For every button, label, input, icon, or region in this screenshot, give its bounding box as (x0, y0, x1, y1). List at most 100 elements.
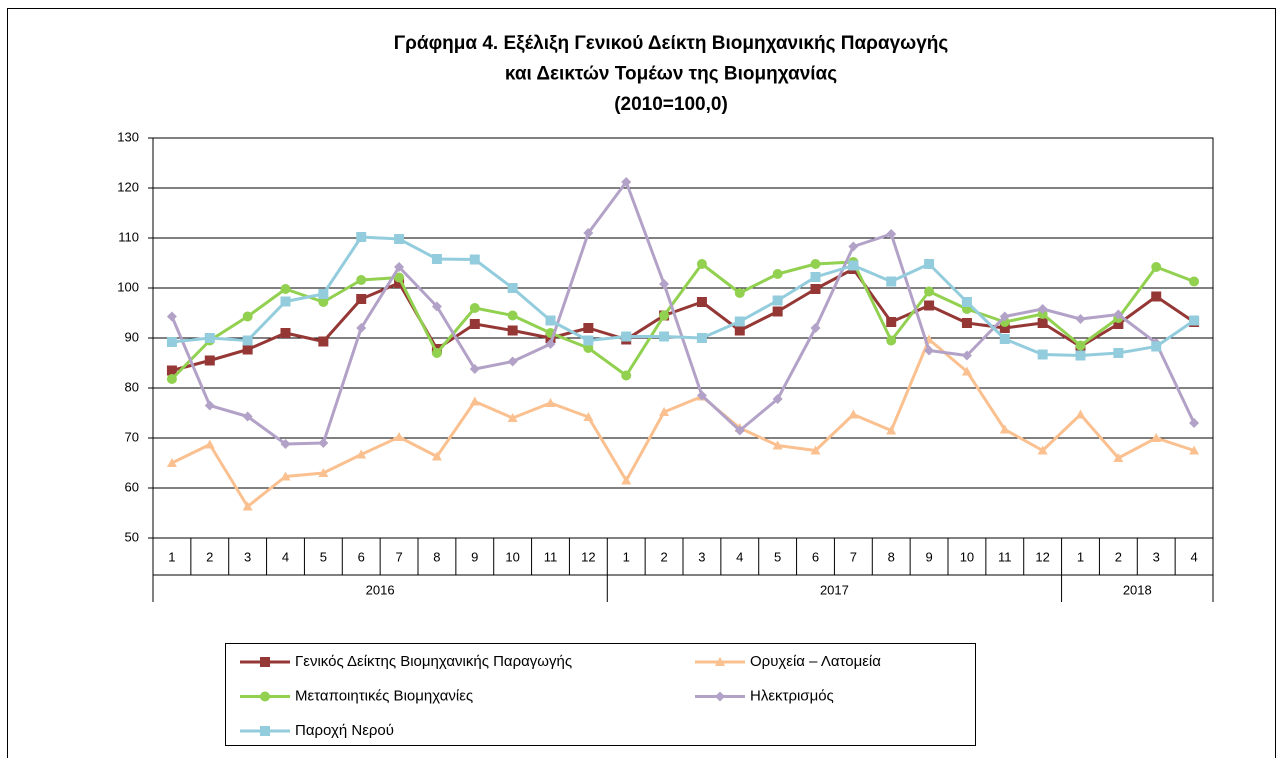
data-point (1189, 276, 1200, 287)
data-point (166, 458, 177, 467)
series-line (171, 267, 1195, 372)
y-tick-label: 110 (118, 229, 139, 244)
legend-label: Ορυχεία – Λατομεία (750, 653, 881, 670)
data-point (772, 394, 783, 404)
data-point (204, 439, 215, 449)
data-point (1151, 291, 1162, 302)
data-point (583, 335, 594, 346)
data-point (394, 262, 405, 272)
data-point (242, 335, 253, 346)
legend-label: Γενικός Δείκτης Βιομηχανικής Παραγωγής (295, 653, 572, 670)
data-point (242, 311, 253, 322)
legend-marker (715, 691, 725, 702)
data-point (1075, 340, 1086, 351)
x-tick-label: 12 (581, 549, 595, 564)
data-point (810, 284, 821, 294)
legend-label: Ηλεκτρισμός (750, 687, 834, 704)
data-point (318, 438, 329, 448)
data-point (924, 300, 935, 311)
y-tick-label: 100 (117, 279, 139, 294)
x-tick-label: 1 (168, 549, 175, 564)
x-tick-label: 9 (471, 549, 478, 564)
x-tick-label: 2 (1115, 549, 1122, 564)
data-point (469, 396, 480, 406)
data-point (696, 259, 707, 269)
data-point (356, 323, 367, 333)
x-tick-label: 3 (1153, 549, 1160, 564)
data-point (318, 336, 329, 347)
data-point (394, 278, 405, 288)
data-point (961, 366, 972, 376)
series-line (170, 180, 1196, 446)
group-label: 2016 (366, 582, 395, 597)
data-point (204, 333, 215, 343)
data-point (734, 325, 745, 336)
legend-marker (260, 691, 270, 702)
data-point (1037, 318, 1048, 328)
data-point (1113, 309, 1124, 320)
data-point (431, 301, 442, 312)
x-tick-label: 3 (244, 549, 251, 564)
x-tick-label: 5 (320, 549, 327, 564)
data-point (431, 451, 442, 461)
series-line (171, 235, 1195, 357)
group-label: 2017 (820, 582, 849, 597)
data-point (204, 400, 215, 411)
data-point (810, 445, 821, 455)
data-point (507, 356, 518, 367)
data-point (621, 475, 632, 485)
data-point (886, 276, 897, 287)
y-tick-label: 60 (125, 479, 139, 494)
data-point (621, 370, 632, 381)
data-point (356, 232, 367, 242)
data-point (734, 316, 745, 327)
x-tick-label: 8 (888, 549, 895, 564)
data-point (280, 284, 291, 294)
chart-title: Γράφημα 4. Εξέλιξη Γενικού Δείκτη Βιομηχ… (394, 33, 949, 54)
data-point (280, 471, 291, 481)
legend-marker (260, 726, 270, 736)
y-tick-label: 70 (125, 429, 139, 444)
data-point (356, 449, 367, 459)
x-tick-label: 4 (736, 549, 743, 564)
series-line (171, 338, 1195, 508)
data-point (507, 283, 518, 293)
data-point (1189, 445, 1200, 455)
data-point (696, 390, 707, 401)
y-tick-label: 50 (125, 529, 139, 544)
data-point (1189, 315, 1200, 326)
legend-label: Παροχή Νερού (295, 722, 394, 739)
data-point (924, 259, 935, 269)
x-tick-label: 2 (660, 549, 667, 564)
series-line (170, 260, 1195, 381)
data-point (1113, 319, 1124, 329)
data-point (318, 289, 329, 299)
data-point (469, 364, 480, 374)
x-tick-label: 8 (433, 549, 440, 564)
x-tick-label: 1 (1077, 549, 1084, 564)
x-tick-label: 4 (282, 549, 289, 564)
y-tick-label: 120 (117, 179, 139, 194)
legend-marker (715, 657, 725, 666)
x-tick-label: 9 (925, 549, 932, 564)
data-point (886, 229, 897, 239)
data-point (886, 335, 897, 346)
data-point (696, 333, 707, 343)
data-point (961, 350, 972, 361)
data-point (166, 337, 177, 347)
data-point (886, 425, 897, 435)
x-tick-label: 11 (544, 549, 558, 564)
x-tick-label: 1 (623, 549, 630, 564)
data-point (545, 398, 556, 407)
data-point (1189, 418, 1200, 428)
data-point (507, 325, 518, 336)
data-point (431, 348, 442, 358)
group-label: 2018 (1123, 582, 1152, 597)
data-point (1151, 262, 1162, 272)
data-point (659, 310, 670, 321)
data-point (318, 297, 329, 307)
x-tick-label: 4 (1190, 549, 1197, 564)
data-point (1075, 409, 1086, 419)
data-point (583, 228, 594, 238)
